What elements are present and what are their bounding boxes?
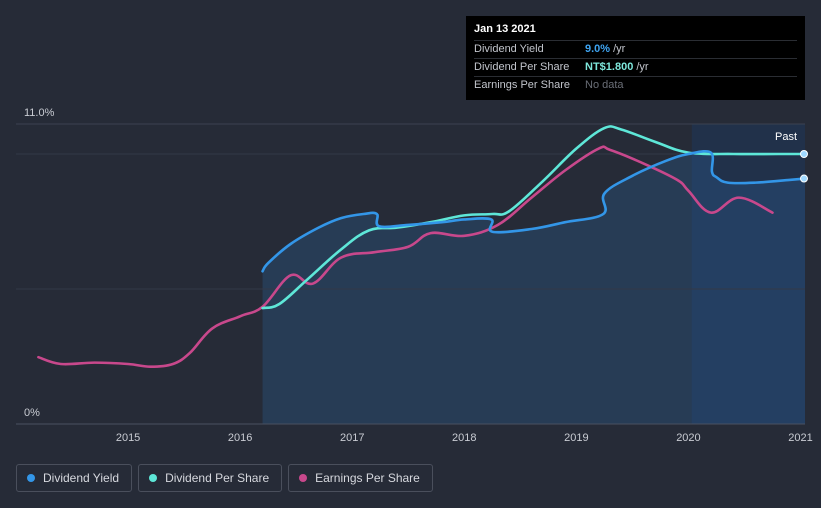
earnings-per-share-line [37, 145, 774, 369]
legend-label: Earnings Per Share [315, 471, 420, 485]
hover-tooltip: Jan 13 2021 Dividend Yield 9.0% /yr Divi… [466, 16, 805, 100]
legend-dot-icon [27, 474, 35, 482]
dividend-yield-end-marker [800, 174, 808, 183]
dividend-yield-area [262, 152, 805, 425]
forecast-shade [691, 124, 805, 424]
tooltip-value: NT$1.800 [585, 61, 634, 73]
tooltip-value: 9.0% [585, 43, 611, 55]
tooltip-unit: /yr [613, 43, 626, 55]
past-label: Past [775, 131, 797, 143]
legend-label: Dividend Yield [43, 471, 120, 485]
x-tick-label: 2016 [228, 432, 252, 444]
x-tick-label: 2017 [340, 432, 364, 444]
y-axis-top-label: 11.0% [24, 107, 55, 119]
legend-dividend-yield[interactable]: Dividend Yield [16, 464, 133, 492]
y-axis-bottom-label: 0% [24, 407, 40, 419]
series-layer [37, 125, 808, 369]
x-tick-label: 2020 [676, 432, 700, 444]
x-tick-label: 2018 [452, 432, 476, 444]
dividend-yield-line [261, 149, 807, 273]
tooltip-row-dividend-per-share: Dividend Per Share NT$1.800 /yr [474, 58, 797, 76]
dividend-per-share-end-marker [800, 150, 808, 158]
tooltip-date: Jan 13 2021 [474, 23, 536, 35]
x-axis-ticks: 2015 2016 2017 2018 2019 2020 2021 [116, 432, 813, 444]
x-tick-label: 2021 [788, 432, 812, 444]
tooltip-row-earnings-per-share: Earnings Per Share No data [474, 76, 797, 94]
x-tick-label: 2015 [116, 432, 140, 444]
x-tick-label: 2019 [564, 432, 588, 444]
dividend-per-share-line [261, 125, 807, 310]
tooltip-value: No data [585, 79, 624, 91]
legend-dot-icon [299, 474, 308, 482]
tooltip-label: Dividend Per Share [474, 61, 570, 73]
tooltip-label: Earnings Per Share [474, 79, 570, 91]
legend-label: Dividend Per Share [165, 471, 270, 485]
chart-legend: Dividend Yield Dividend Per Share Earnin… [16, 464, 433, 492]
tooltip-row-dividend-yield: Dividend Yield 9.0% /yr [474, 40, 797, 58]
legend-earnings-per-share[interactable]: Earnings Per Share [288, 464, 433, 492]
legend-dot-icon [149, 474, 158, 482]
tooltip-unit: /yr [636, 61, 649, 73]
tooltip-label: Dividend Yield [474, 43, 544, 55]
legend-dividend-per-share[interactable]: Dividend Per Share [138, 464, 283, 492]
